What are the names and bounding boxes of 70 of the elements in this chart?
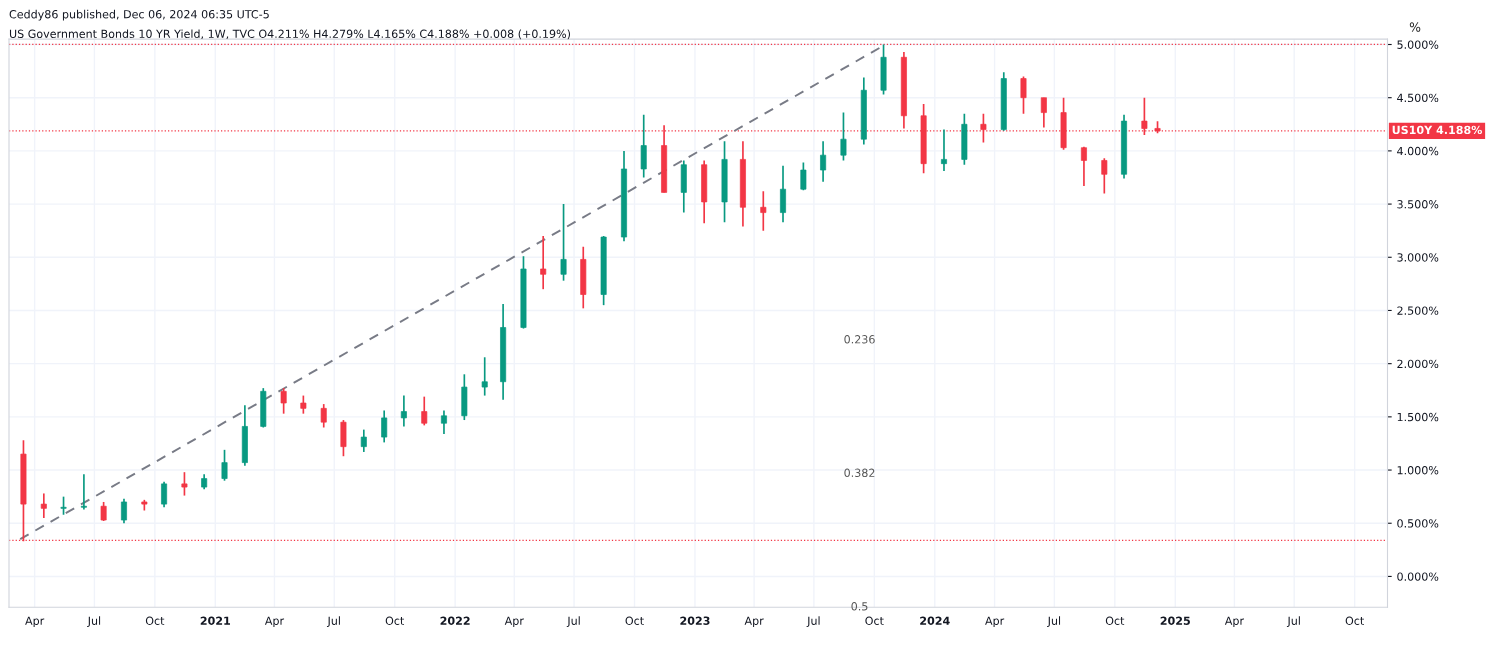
- ref-line-label: US10Y 4.188%: [1392, 125, 1482, 135]
- candlestick: [560, 203, 567, 282]
- x-tick-label: Apr: [985, 616, 1005, 628]
- candlestick: [840, 111, 847, 162]
- candlestick: [40, 492, 47, 519]
- candlestick: [1020, 75, 1027, 115]
- candlestick: [181, 471, 188, 497]
- candlestick: [161, 480, 168, 509]
- y-tick-label: 3.000%: [1397, 253, 1439, 262]
- y-tick-label: 0.500%: [1397, 519, 1439, 528]
- x-tick-label: Apr: [264, 616, 285, 628]
- y-tick-label: 1.000%: [1397, 466, 1439, 475]
- candlestick: [400, 394, 407, 428]
- x-tick-label: 2024: [920, 616, 950, 625]
- x-tick-label: 2023: [680, 616, 710, 625]
- candlestick: [80, 473, 87, 511]
- candlestick: [221, 449, 228, 482]
- candlestick: [440, 409, 447, 435]
- chart-subtitle: US Government Bonds 10 YR Yield, 1W, TVC O4.211% H4.279% L4.165% C4.188% +0.008 (+0.19%): [9, 29, 571, 40]
- y-tick-label: 2.000%: [1397, 359, 1439, 369]
- y-axis-title: %: [1409, 22, 1421, 32]
- x-tick-label: Oct: [625, 616, 644, 625]
- x-tick-label: Jul: [87, 616, 101, 627]
- annotation: 0.5: [851, 602, 868, 611]
- x-tick-label: Apr: [504, 616, 524, 628]
- candlestick: [820, 140, 827, 183]
- y-tick-label: 2.500%: [1397, 306, 1439, 315]
- y-tick-label: 3.500%: [1397, 200, 1439, 209]
- candlestick: [540, 235, 547, 291]
- y-tick-label: 4.500%: [1397, 93, 1439, 103]
- candlestick: [760, 190, 767, 232]
- x-tick-label: Apr: [1224, 616, 1245, 628]
- x-tick-label: 2022: [440, 616, 470, 625]
- x-tick-label: 2021: [200, 616, 231, 625]
- x-tick-label: Oct: [385, 616, 405, 625]
- candlestick: [800, 161, 807, 192]
- candlestick: [320, 403, 327, 429]
- candlestick: [300, 394, 307, 415]
- x-tick-label: Oct: [1345, 616, 1364, 625]
- x-tick-label: Jul: [1047, 616, 1061, 627]
- candlestick: [60, 495, 67, 516]
- candlestick: [1080, 145, 1087, 187]
- y-tick-label: 5.000%: [1397, 40, 1439, 49]
- x-tick-label: Jul: [1286, 616, 1300, 627]
- candlestick: [481, 356, 488, 397]
- candlestick: [381, 409, 388, 444]
- annotation: 0.382: [844, 468, 875, 478]
- x-tick-label: Apr: [744, 616, 764, 628]
- x-tick-label: Oct: [1105, 616, 1125, 625]
- candlestick: [1040, 96, 1047, 129]
- candlestick: [941, 128, 947, 172]
- candlestick: [421, 395, 428, 427]
- x-tick-label: Apr: [25, 616, 45, 628]
- y-tick-label: 4.000%: [1397, 146, 1439, 156]
- candlestick: [1101, 157, 1108, 195]
- candlestick: [280, 387, 287, 415]
- x-tick-label: 2025: [1160, 616, 1190, 625]
- candlestick: [640, 113, 647, 179]
- y-tick-label: 1.500%: [1397, 412, 1439, 422]
- candlestick: [121, 497, 127, 525]
- x-tick-label: Jul: [326, 616, 340, 627]
- candlestick: [360, 428, 367, 453]
- x-tick-label: Jul: [566, 616, 580, 627]
- x-tick-label: Jul: [806, 616, 820, 627]
- y-tick-label: 0.000%: [1397, 572, 1439, 581]
- chart-title: Ceddy86 published, Dec 06, 2024 06:35 UTC-5: [9, 9, 269, 21]
- x-tick-label: Oct: [865, 616, 884, 625]
- x-tick-label: Oct: [145, 616, 165, 625]
- annotation: 0.236: [844, 335, 875, 344]
- candlestick: [780, 164, 786, 224]
